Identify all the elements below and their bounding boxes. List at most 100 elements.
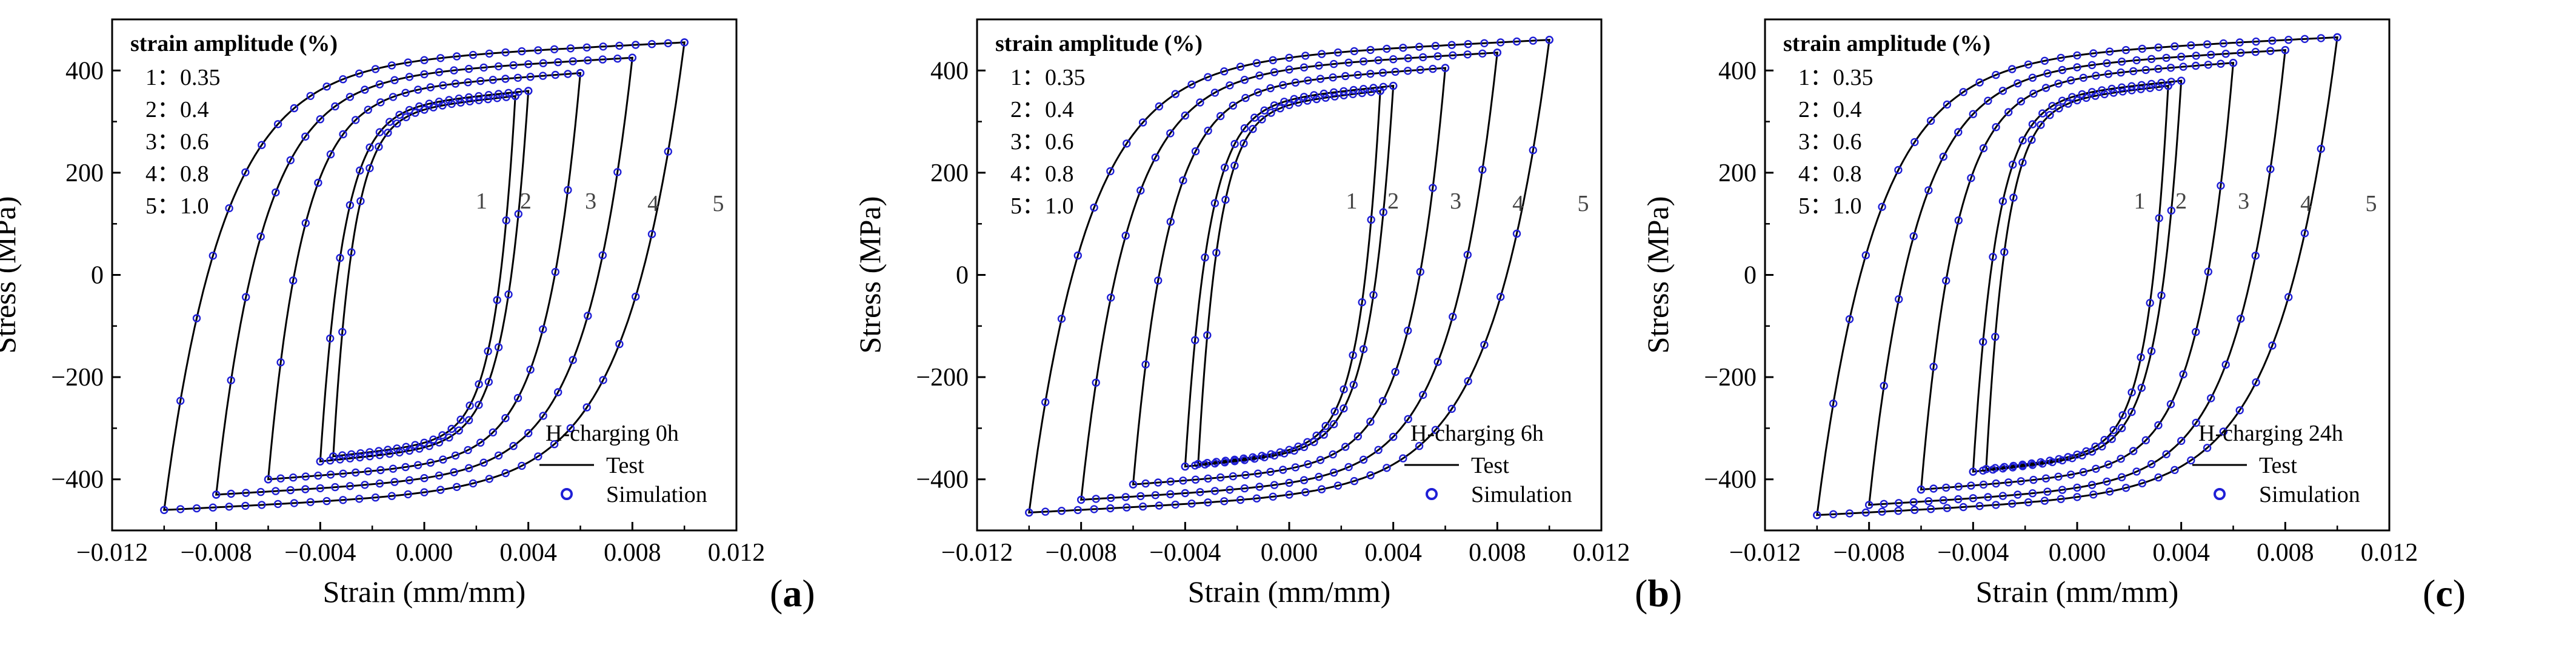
- simulation-point-5: [1350, 47, 1359, 56]
- simulation-point-5: [1057, 507, 1066, 515]
- simulation-point-3: [2191, 61, 2200, 70]
- simulation-point-2: [2038, 460, 2047, 468]
- simulation-point-3: [576, 69, 585, 78]
- simulation-point-4: [2192, 52, 2200, 60]
- simulation-point-5: [1813, 511, 1821, 520]
- simulation-point-5: [1496, 293, 1505, 301]
- simulation-point-3: [1992, 479, 2000, 488]
- simulation-point-4: [554, 58, 562, 67]
- loop-1: [1194, 87, 1384, 469]
- legend-simulation-marker: [2214, 488, 2226, 500]
- simulation-point-2: [1320, 89, 1328, 98]
- simulation-point-4: [1433, 358, 1442, 366]
- simulation-point-1: [475, 380, 483, 389]
- simulation-point-3: [389, 464, 398, 473]
- simulation-point-3: [476, 438, 485, 447]
- simulation-point-4: [345, 482, 355, 490]
- simulation-point-5: [241, 168, 250, 176]
- simulation-point-2: [385, 118, 394, 126]
- simulation-point-2: [1270, 451, 1279, 460]
- simulation-point-4: [2177, 52, 2186, 61]
- simulation-point-4: [2251, 252, 2260, 260]
- simulation-point-5: [1894, 165, 1903, 175]
- simulation-point-3: [1316, 456, 1325, 464]
- loop-4: [212, 53, 637, 499]
- simulation-point-3: [1341, 443, 1350, 451]
- loop-4: [1076, 48, 1502, 504]
- y-axis-title: Stress (MPa): [853, 196, 887, 354]
- loop-label: 4: [2300, 191, 2312, 216]
- simulation-point-3: [1166, 218, 1175, 226]
- simulation-point-3: [2029, 89, 2038, 98]
- simulation-point-2: [1989, 253, 1997, 261]
- simulation-point-4: [509, 442, 518, 450]
- simulation-point-5: [2171, 42, 2179, 51]
- simulation-point-4: [1226, 81, 1234, 90]
- simulation-point-4: [2147, 55, 2156, 64]
- simulation-point-1: [1321, 422, 1330, 430]
- simulation-point-5: [1366, 471, 1375, 480]
- simulation-point-3: [1416, 65, 1425, 74]
- simulation-point-5: [1350, 476, 1359, 486]
- simulation-point-5: [404, 490, 412, 499]
- simulation-point-2: [504, 89, 513, 98]
- simulation-point-5: [2073, 493, 2081, 501]
- simulation-point-5: [1171, 500, 1180, 509]
- y-tick-label: −200: [51, 364, 104, 392]
- simulation-point-5: [1252, 494, 1261, 503]
- simulation-point-5: [1383, 44, 1391, 53]
- simulation-point-5: [1138, 118, 1147, 127]
- legend-simulation-marker: [1426, 488, 1438, 500]
- simulation-point-2: [405, 446, 414, 455]
- simulation-point-4: [1092, 495, 1100, 503]
- simulation-point-4: [2014, 490, 2022, 499]
- simulation-point-5: [2121, 45, 2131, 55]
- loop-label: 1: [1346, 189, 1358, 214]
- simulation-point-5: [1220, 67, 1229, 76]
- simulation-point-1: [365, 164, 374, 173]
- simulation-point-5: [1464, 377, 1472, 386]
- simulation-point-3: [364, 467, 372, 476]
- simulation-point-2: [1349, 85, 1358, 95]
- simulation-point-3: [1378, 69, 1387, 77]
- simulation-point-5: [1171, 90, 1180, 98]
- simulation-point-5: [1333, 481, 1343, 490]
- simulation-point-3: [2029, 475, 2038, 484]
- simulation-point-5: [2268, 36, 2277, 45]
- simulation-point-4: [2117, 57, 2126, 66]
- simulation-point-4: [435, 471, 444, 480]
- simulation-point-3: [2004, 478, 2013, 487]
- simulation-point-4: [301, 485, 310, 493]
- panel-label: (a): [770, 572, 815, 615]
- simulation-point-5: [2171, 466, 2179, 474]
- simulation-point-5: [2040, 56, 2049, 65]
- simulation-point-5: [322, 82, 331, 91]
- simulation-point-5: [420, 488, 429, 496]
- simulation-point-4: [1463, 50, 1472, 59]
- simulation-point-3: [1304, 460, 1312, 469]
- simulation-point-2: [365, 143, 374, 152]
- simulation-point-3: [551, 267, 559, 276]
- simulation-point-1: [1249, 453, 1257, 461]
- simulation-point-4: [1909, 232, 1918, 241]
- simulation-point-2: [1250, 455, 1259, 463]
- simulation-point-3: [1954, 483, 1963, 491]
- simulation-point-5: [2187, 41, 2195, 50]
- simulation-point-3: [501, 75, 510, 83]
- simulation-point-3: [326, 470, 335, 479]
- simulation-point-4: [524, 60, 533, 69]
- simulation-point-5: [664, 39, 673, 48]
- simulation-point-4: [1270, 68, 1279, 76]
- simulation-point-4: [1954, 495, 1963, 504]
- simulation-point-4: [1998, 492, 2007, 500]
- simulation-point-5: [452, 52, 461, 61]
- simulation-point-4: [569, 57, 577, 65]
- simulation-point-2: [2058, 456, 2067, 465]
- simulation-point-2: [415, 102, 424, 111]
- simulation-point-4: [1240, 484, 1249, 493]
- simulation-point-5: [2300, 229, 2309, 238]
- loop-label: 2: [1387, 189, 1399, 214]
- simulation-point-3: [1191, 147, 1200, 156]
- simulation-point-2: [1300, 443, 1309, 452]
- simulation-point-2: [484, 90, 493, 99]
